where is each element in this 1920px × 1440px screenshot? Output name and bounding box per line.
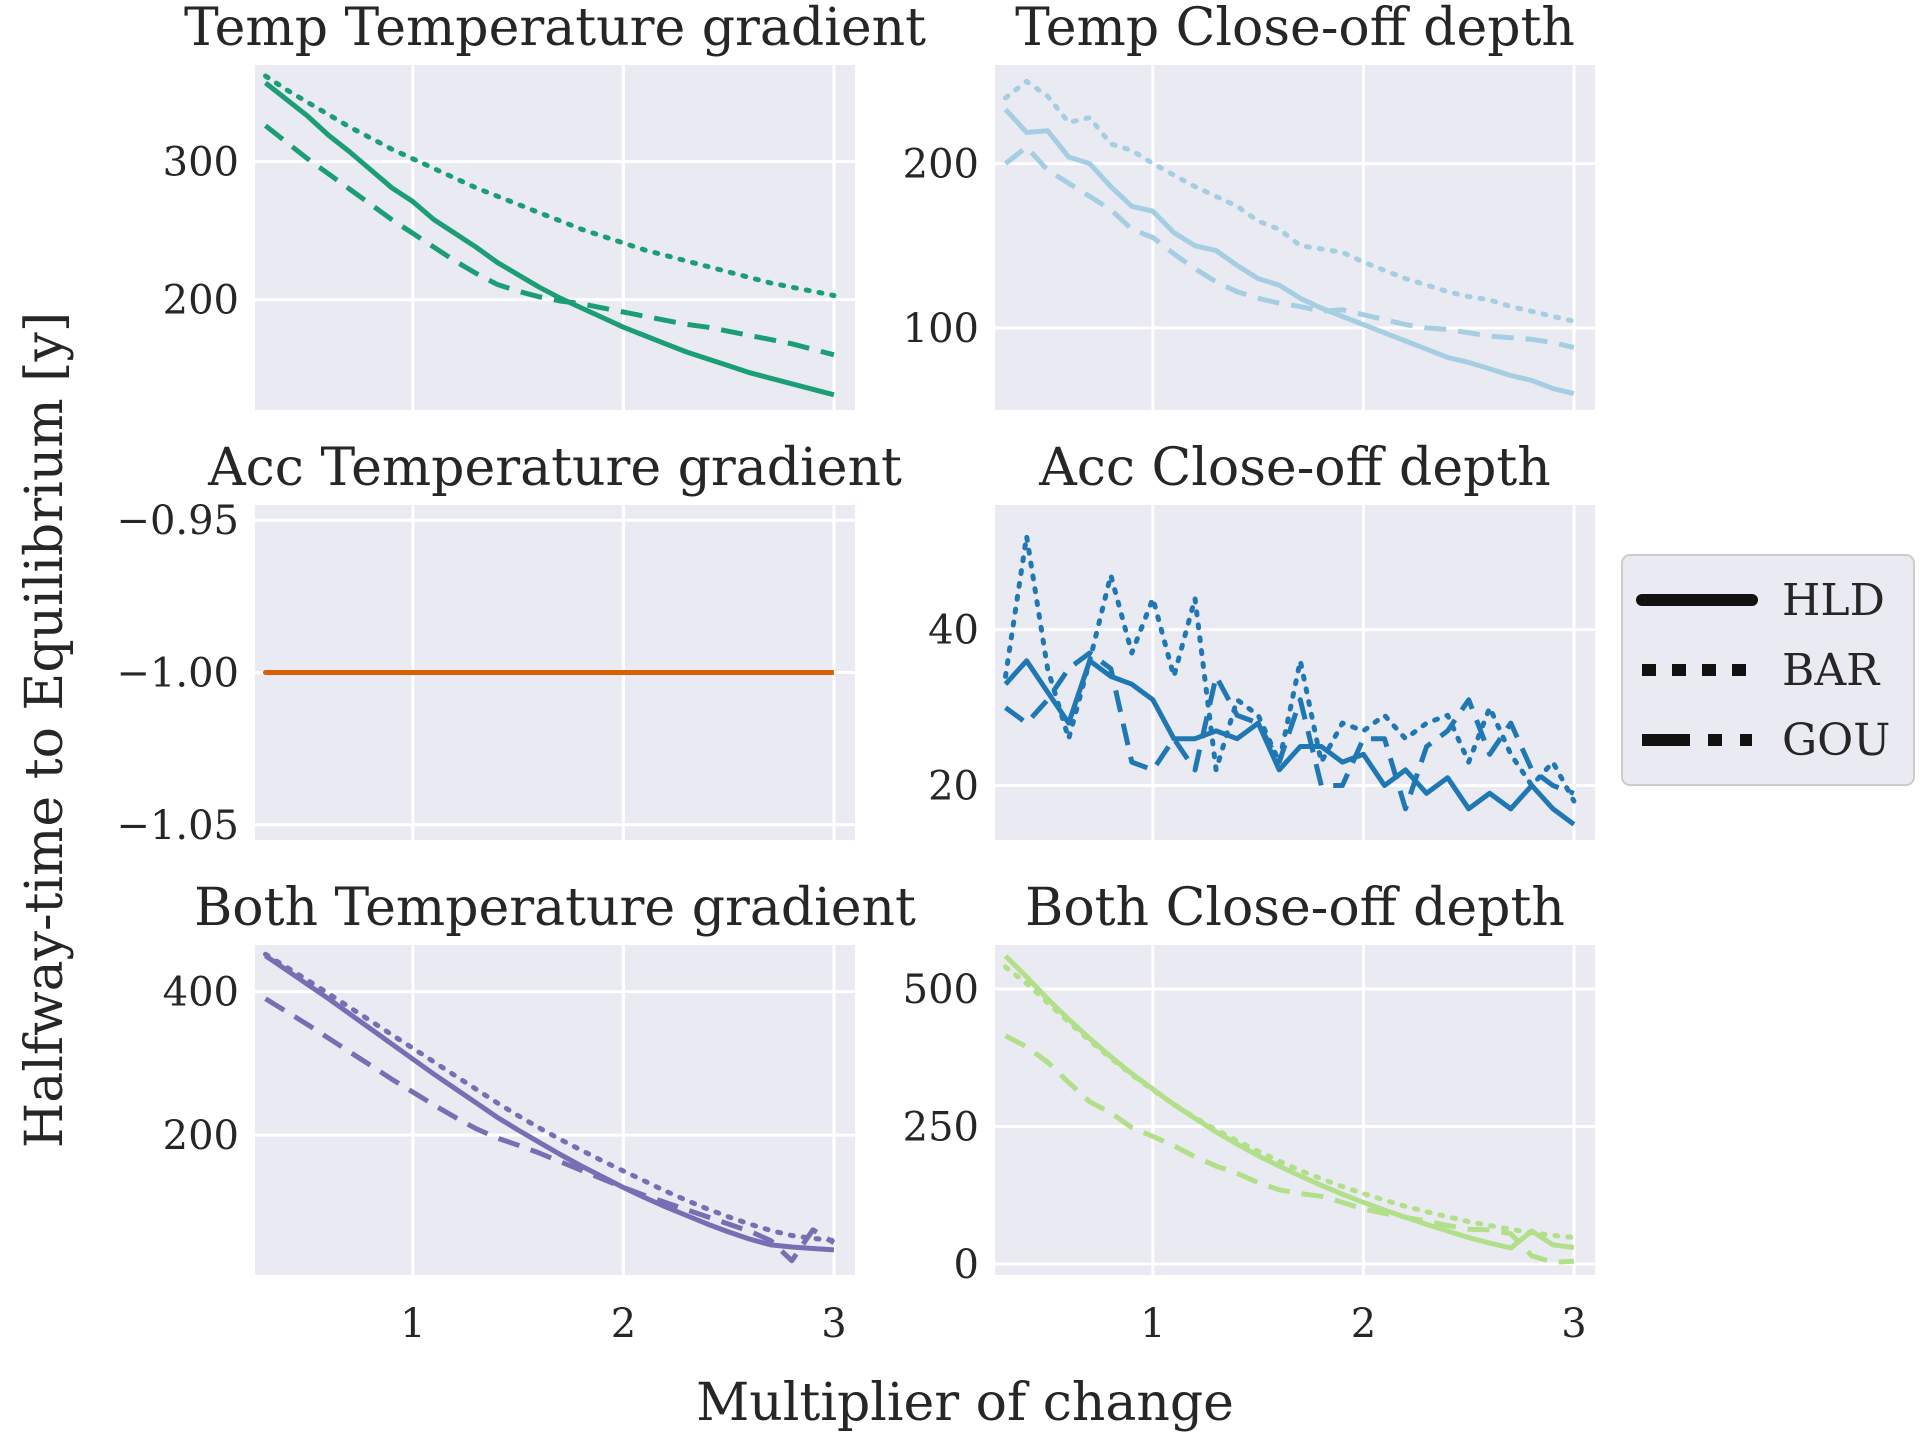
legend-label: HLD: [1782, 575, 1885, 626]
panel-title: Acc Temperature gradient: [207, 438, 902, 498]
y-tick-label: 200: [163, 1113, 239, 1159]
series-line-hld: [1003, 107, 1575, 397]
y-tick-label: 250: [903, 1105, 979, 1151]
panel-2: 100 200 Temp Close-off depth: [903, 0, 1595, 410]
legend: HLD BAR GOU: [1621, 554, 1915, 786]
x-tick-label: 3: [821, 1301, 846, 1347]
legend-label: GOU: [1782, 715, 1890, 766]
y-tick-label: 40: [928, 608, 979, 654]
y-tick-label: 0: [954, 1242, 979, 1288]
series-line-hld: [1003, 954, 1575, 1251]
plot-area: [255, 945, 855, 1275]
x-tick-label: 3: [1561, 1301, 1586, 1347]
y-tick-label: 20: [928, 763, 979, 809]
series-line-gou: [1004, 1033, 1575, 1265]
y-tick-label: −1.05: [116, 803, 239, 849]
panel-title: Temp Temperature gradient: [184, 0, 926, 58]
y-tick-label: 100: [903, 306, 979, 352]
panel-title: Both Temperature gradient: [194, 878, 916, 938]
series-line-bar: [263, 951, 837, 1244]
series-line-gou: [263, 123, 835, 358]
series-line-gou: [1003, 144, 1575, 351]
panel-title: Temp Close-off depth: [1015, 0, 1575, 58]
plot-area: [995, 945, 1595, 1275]
series-line-bar: [1003, 964, 1577, 1241]
x-tick-label: 1: [400, 1301, 425, 1347]
panel-1: 200 300 Temp Temperature gradient: [163, 0, 926, 410]
y-tick-label: 400: [163, 970, 239, 1016]
y-tick-label: 200: [163, 278, 239, 324]
series-line-hld: [264, 953, 835, 1253]
legend-frame: [1621, 554, 1915, 786]
x-tick-label: 2: [1351, 1301, 1376, 1347]
panel-4: 20 40 Acc Close-off depth: [928, 438, 1595, 840]
plot-area: [255, 65, 855, 410]
panel-5: 200 400 1 2 3 Both Temperature gradient: [163, 878, 916, 1347]
y-tick-label: 500: [903, 967, 979, 1013]
x-tick-label: 1: [1140, 1301, 1165, 1347]
series-line-hld: [263, 80, 835, 398]
y-tick-label: −0.95: [116, 498, 239, 544]
y-tick-label: −1.00: [116, 651, 239, 697]
panel-title: Both Close-off depth: [1025, 878, 1565, 938]
panel-title: Acc Close-off depth: [1038, 438, 1551, 498]
series-line-hld: [1003, 658, 1576, 827]
y-tick-label: 200: [903, 142, 979, 188]
panel-6: 0 250 500 1 2 3 Both Close-off depth: [903, 878, 1595, 1347]
x-axis-label: Multiplier of change: [696, 1373, 1234, 1433]
series-line-bar: [1003, 78, 1577, 324]
y-tick-label: 300: [163, 140, 239, 186]
legend-label: BAR: [1782, 645, 1881, 696]
x-tick-label: 2: [611, 1301, 636, 1347]
series-line-bar: [1003, 533, 1577, 804]
series-line-gou: [264, 996, 836, 1264]
y-axis-label: Halfway-time to Equilibrium [y]: [15, 312, 75, 1148]
series-line-gou: [1004, 650, 1575, 812]
